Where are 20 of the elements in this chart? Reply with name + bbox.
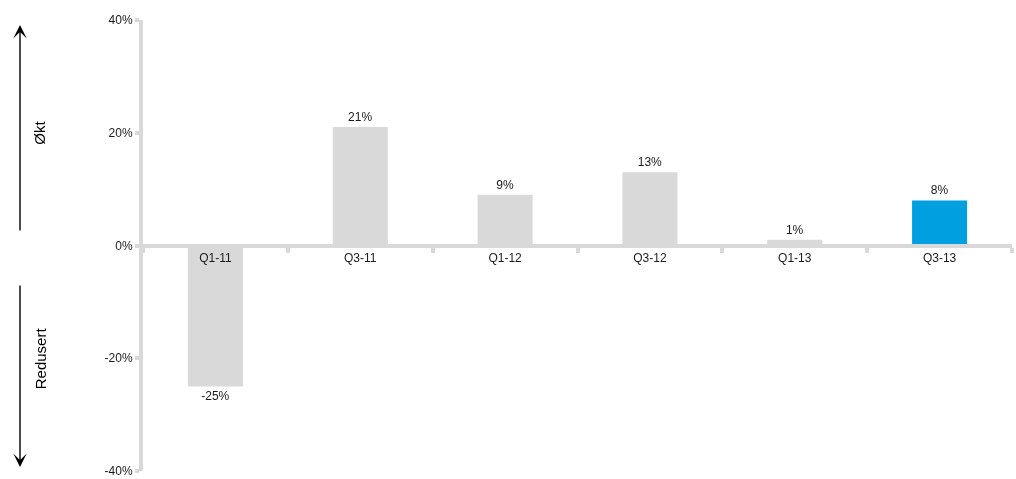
x-tick-label: Q1-11 — [199, 250, 232, 265]
y-tick-label: -40% — [104, 464, 133, 479]
x-tick-label: Q3-11 — [344, 250, 377, 265]
data-label: 8% — [930, 183, 949, 198]
x-tick-label: Q3-12 — [633, 250, 667, 265]
bar — [912, 200, 968, 246]
x-tick-label: Q1-12 — [488, 250, 523, 265]
data-label: 21% — [348, 110, 373, 125]
data-label: 9% — [496, 177, 514, 192]
y-tick-label: 20% — [108, 125, 133, 140]
data-label: -25% — [201, 389, 230, 404]
x-tick-label: Q3-13 — [922, 250, 957, 265]
text: Økt — [31, 120, 49, 145]
y-tick-label: -20% — [104, 351, 133, 366]
text: Redusert — [31, 327, 49, 390]
data-label: 13% — [637, 155, 663, 170]
data-label: 1% — [785, 222, 804, 237]
y-tick-label: 40% — [108, 13, 133, 28]
y-tick-label: 0% — [115, 238, 133, 253]
x-tick-label: Q1-13 — [778, 250, 812, 265]
